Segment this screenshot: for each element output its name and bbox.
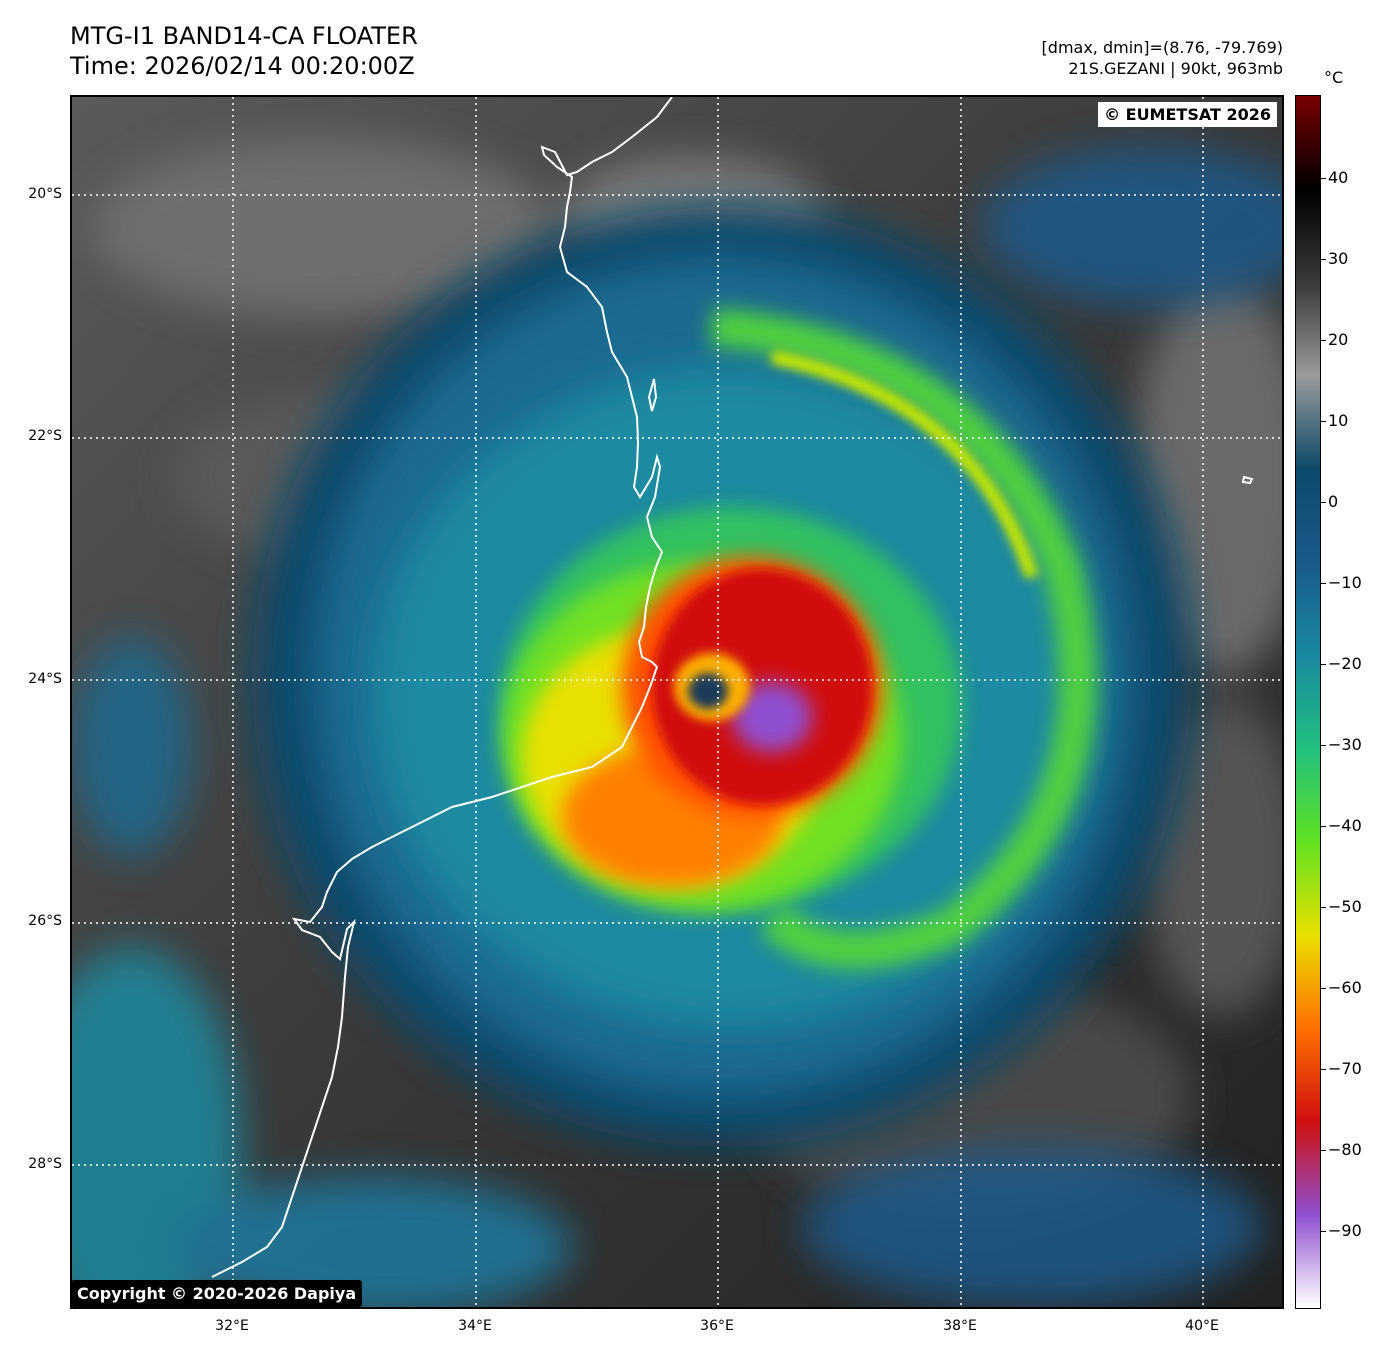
lat-label: 20°S <box>28 186 62 202</box>
data-range-info: [dmax, dmin]=(8.76, -79.769) <box>1041 38 1283 57</box>
colorbar-tick-mark <box>1321 826 1326 827</box>
satellite-map[interactable] <box>70 95 1284 1309</box>
colorbar-tick-mark <box>1321 340 1326 341</box>
colorbar-tick-label: 10 <box>1328 411 1349 430</box>
colorbar-tick-label: −50 <box>1328 897 1362 916</box>
lat-label: 26°S <box>28 913 62 929</box>
colorbar-tick-label: 40 <box>1328 168 1349 187</box>
figure-title: MTG-I1 BAND14-CA FLOATER <box>70 22 418 50</box>
lat-label: 24°S <box>28 671 62 687</box>
lon-label: 36°E <box>700 1318 734 1334</box>
colorbar-tick-mark <box>1321 1231 1326 1232</box>
colorbar-tick-mark <box>1321 583 1326 584</box>
storm-info: 21S.GEZANI | 90kt, 963mb <box>1068 59 1283 78</box>
colorbar-tick-label: −70 <box>1328 1059 1362 1078</box>
copyright-badge: Copyright © 2020-2026 Dapiya <box>71 1280 363 1307</box>
graticule <box>72 97 1282 1307</box>
colorbar-unit: °C <box>1324 68 1344 87</box>
colorbar-tick-label: −20 <box>1328 654 1362 673</box>
eumetsat-badge: © EUMETSAT 2026 <box>1098 102 1277 127</box>
colorbar-tick-mark <box>1321 178 1326 179</box>
colorbar-tick-label: 30 <box>1328 249 1349 268</box>
lon-label: 34°E <box>458 1318 492 1334</box>
colorbar-tick-label: −40 <box>1328 816 1362 835</box>
island <box>1241 475 1254 485</box>
colorbar-tick-mark <box>1321 421 1326 422</box>
colorbar-tick-label: −80 <box>1328 1140 1362 1159</box>
coastline <box>211 97 673 1278</box>
cyclone-cloud-shield <box>252 207 1192 1147</box>
colorbar-tick-label: −90 <box>1328 1221 1362 1240</box>
colorbar-tick-mark <box>1321 664 1326 665</box>
lat-label: 22°S <box>28 428 62 444</box>
island <box>647 378 658 412</box>
colorbar-tick-mark <box>1321 502 1326 503</box>
outer-cloud-edges <box>72 147 1282 1307</box>
colorbar-tick-mark <box>1321 988 1326 989</box>
colorbar-tick-mark <box>1321 745 1326 746</box>
colorbar-tick-mark <box>1321 907 1326 908</box>
colorbar <box>1295 95 1321 1309</box>
lon-label: 38°E <box>943 1318 977 1334</box>
lon-label: 32°E <box>215 1318 249 1334</box>
figure-time: Time: 2026/02/14 00:20:00Z <box>70 52 415 80</box>
colorbar-tick-label: −30 <box>1328 735 1362 754</box>
colorbar-tick-label: −10 <box>1328 573 1362 592</box>
lat-label: 28°S <box>28 1156 62 1172</box>
colorbar-tick-label: 20 <box>1328 330 1349 349</box>
lon-label: 40°E <box>1185 1318 1219 1334</box>
satellite-imagery <box>72 97 1282 1307</box>
colorbar-tick-label: −60 <box>1328 978 1362 997</box>
colorbar-tick-mark <box>1321 259 1326 260</box>
colorbar-tick-label: 0 <box>1328 492 1339 511</box>
colorbar-tick-mark <box>1321 1150 1326 1151</box>
colorbar-tick-mark <box>1321 1069 1326 1070</box>
